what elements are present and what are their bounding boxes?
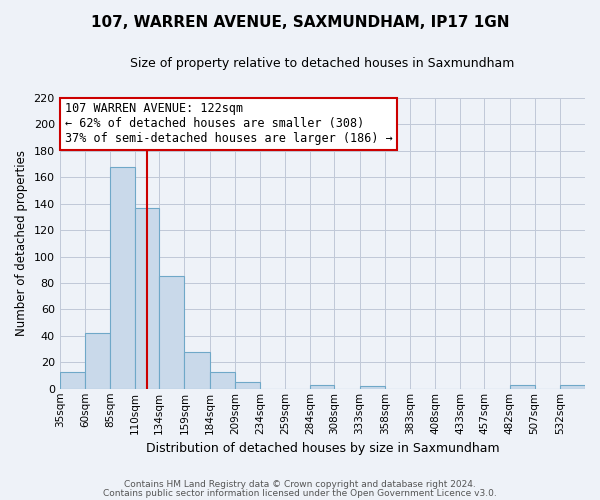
Bar [135,208,159,389]
Bar [85,334,110,389]
X-axis label: Distribution of detached houses by size in Saxmundham: Distribution of detached houses by size … [146,442,499,455]
Bar [209,372,235,389]
Text: Contains HM Land Registry data © Crown copyright and database right 2024.: Contains HM Land Registry data © Crown c… [124,480,476,489]
Text: Contains public sector information licensed under the Open Government Licence v3: Contains public sector information licen… [103,489,497,498]
Text: 107, WARREN AVENUE, SAXMUNDHAM, IP17 1GN: 107, WARREN AVENUE, SAXMUNDHAM, IP17 1GN [91,15,509,30]
Bar [509,385,535,389]
Bar [110,167,135,389]
Bar [235,382,260,389]
Bar [560,385,585,389]
Text: 107 WARREN AVENUE: 122sqm
← 62% of detached houses are smaller (308)
37% of semi: 107 WARREN AVENUE: 122sqm ← 62% of detac… [65,102,392,146]
Bar [359,386,385,389]
Title: Size of property relative to detached houses in Saxmundham: Size of property relative to detached ho… [130,58,515,70]
Bar [310,385,334,389]
Bar [159,276,184,389]
Bar [59,372,85,389]
Bar [184,352,209,389]
Y-axis label: Number of detached properties: Number of detached properties [15,150,28,336]
